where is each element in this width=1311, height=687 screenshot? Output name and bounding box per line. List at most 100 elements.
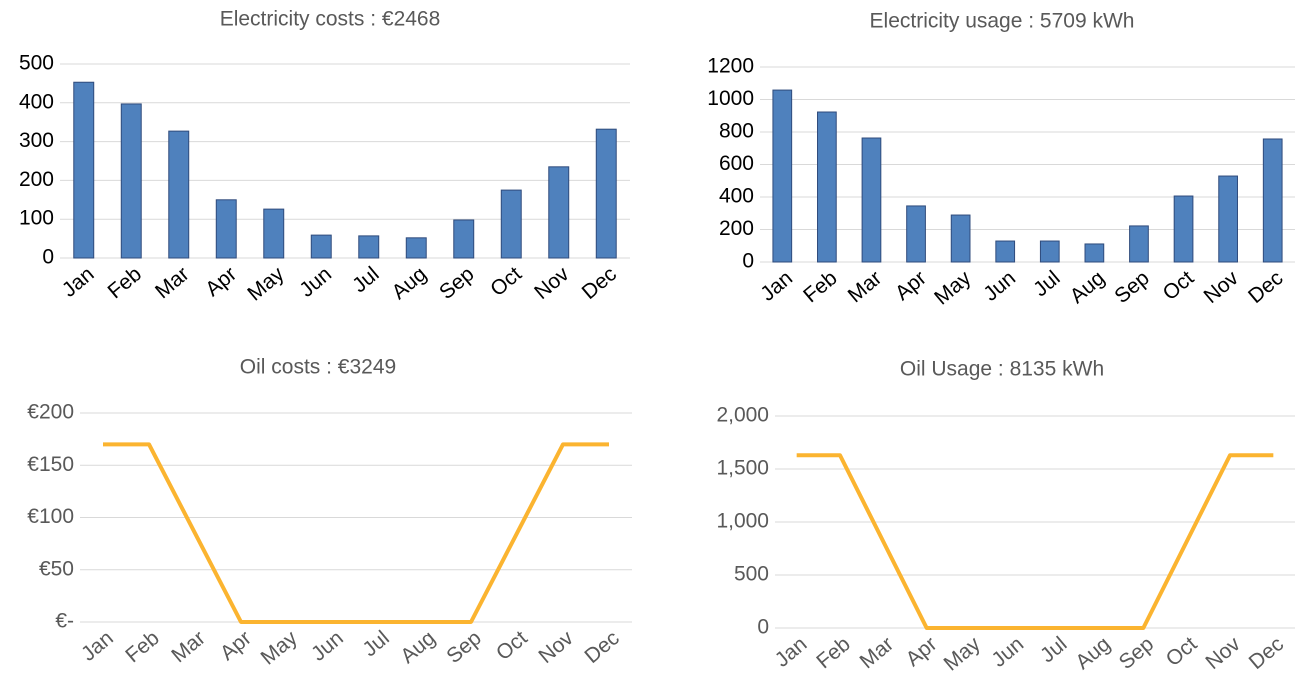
bar (453, 219, 475, 259)
x-tick-label: Dec (580, 626, 623, 668)
x-tick-label: Oct (1162, 632, 1202, 671)
y-tick-label: 200 (719, 217, 754, 240)
x-tick-label: May (930, 266, 976, 309)
bar (263, 208, 285, 259)
x-tick-label: Aug (1071, 632, 1114, 674)
y-tick-label: 1000 (707, 87, 754, 110)
x-tick-label: Feb (812, 632, 855, 673)
y-tick-label: 0 (42, 246, 54, 269)
x-tick-label: Jul (348, 262, 383, 297)
x-tick-label: Oct (492, 626, 532, 665)
bar (906, 205, 926, 263)
bar (772, 89, 793, 263)
x-tick-label: Mar (844, 266, 886, 307)
y-tick-label: 400 (719, 185, 754, 208)
bar (168, 130, 190, 259)
y-tick-label: 0 (742, 250, 754, 273)
line (103, 442, 609, 624)
chart: Electricity usage : 5709 kWh 0 200 400 600 80… (707, 10, 1295, 310)
bar (861, 137, 882, 263)
y-tick-label: 100 (19, 207, 54, 230)
x-tick-label: May (257, 626, 303, 669)
y-tick-label: 500 (734, 563, 769, 586)
x-tick-label: Dec (1245, 632, 1288, 674)
y-tick-label: 1200 (707, 55, 754, 78)
y-tick-label: 200 (19, 168, 54, 191)
y-tick-label: 0 (757, 616, 769, 639)
chart-title: Oil Usage : 8135 kWh (900, 358, 1104, 381)
bar (595, 128, 617, 259)
bar (995, 240, 1016, 263)
chart: Oil costs : €3249 €- €50 €100 €150 €200 Jan Feb… (27, 356, 632, 670)
x-tick-label: Nov (530, 262, 574, 304)
chart-title: Electricity costs : €2468 (220, 8, 441, 31)
y-tick-label: 800 (719, 120, 754, 143)
x-tick-label: Dec (578, 262, 621, 304)
x-tick-label: Aug (396, 626, 439, 668)
x-tick-label: Jan (771, 632, 812, 671)
x-tick-label: Aug (1066, 266, 1109, 308)
y-tick-label: 2,000 (716, 404, 769, 427)
bar (1173, 195, 1194, 263)
x-tick-label: Jun (295, 262, 336, 301)
y-tick-label: 300 (19, 129, 54, 152)
x-tick-label: Oct (486, 262, 526, 301)
bar (1084, 243, 1105, 263)
x-tick-label: Sep (435, 262, 478, 304)
bar (310, 234, 332, 259)
y-tick-label: €150 (27, 453, 74, 476)
bar (120, 103, 142, 259)
x-tick-label: Jun (979, 266, 1020, 305)
bar (500, 189, 522, 259)
x-tick-label: Jan (756, 266, 797, 305)
x-tick-label: Sep (1110, 266, 1153, 308)
x-tick-label: Mar (167, 626, 209, 667)
bar (405, 237, 427, 259)
bar (73, 81, 95, 259)
x-tick-label: Apr (891, 266, 931, 305)
x-tick-label: May (940, 632, 986, 675)
x-tick-label: Nov (1201, 632, 1245, 674)
x-tick-label: Apr (201, 262, 241, 301)
y-tick-label: €- (55, 610, 74, 633)
y-tick-label: €50 (39, 557, 74, 580)
x-tick-label: Feb (121, 626, 164, 667)
chart-title: Electricity usage : 5709 kWh (870, 10, 1135, 33)
y-tick-label: €200 (27, 401, 74, 424)
y-tick-label: 1,500 (716, 457, 769, 480)
x-tick-label: Jul (358, 626, 393, 661)
bar (358, 235, 380, 259)
y-tick-label: 400 (19, 90, 54, 113)
x-tick-label: Nov (1200, 266, 1244, 308)
line (796, 453, 1274, 630)
x-tick-label: Nov (534, 626, 578, 668)
x-tick-label: Jul (1036, 632, 1071, 667)
y-tick-label: 600 (719, 152, 754, 175)
x-tick-label: May (243, 262, 289, 305)
x-tick-label: Jun (307, 626, 348, 665)
x-tick-label: Jun (987, 632, 1028, 671)
x-tick-label: Dec (1244, 266, 1287, 308)
bar (1218, 175, 1238, 263)
chart: Electricity costs : €2468 0 100 200 300 400 50… (19, 8, 630, 306)
bar (215, 199, 237, 259)
bar (1262, 138, 1283, 263)
x-tick-label: Aug (388, 262, 431, 304)
x-tick-label: Apr (902, 632, 942, 671)
x-tick-label: Sep (1115, 632, 1158, 674)
x-tick-label: Sep (442, 626, 485, 668)
bar (548, 166, 570, 259)
bar (817, 111, 837, 263)
y-tick-label: 500 (19, 52, 54, 75)
chart-title: Oil costs : €3249 (240, 356, 396, 379)
x-tick-label: Oct (1159, 266, 1199, 305)
y-tick-label: €100 (27, 505, 74, 528)
x-tick-label: Apr (216, 626, 256, 665)
bar (1039, 240, 1060, 263)
x-tick-label: Mar (151, 262, 193, 303)
y-tick-label: 1,000 (716, 510, 769, 533)
x-tick-label: Feb (104, 262, 147, 303)
x-tick-label: Mar (856, 632, 898, 673)
x-tick-label: Feb (799, 266, 842, 307)
